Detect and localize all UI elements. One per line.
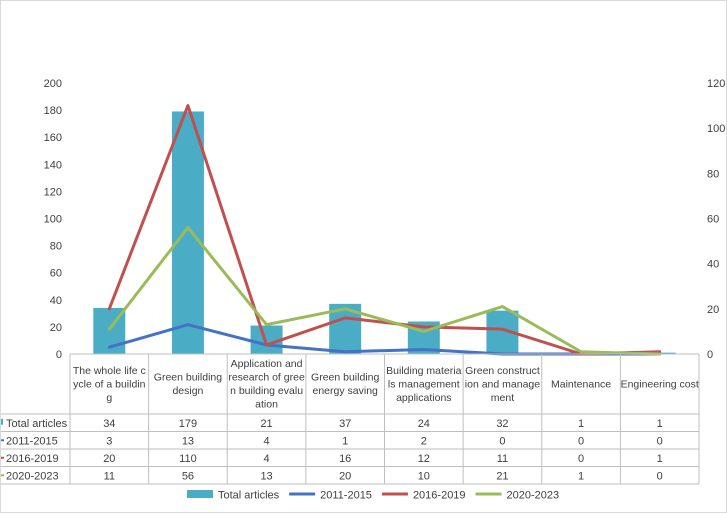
table-cell-value: 34: [103, 418, 115, 430]
table-cell-value: 110: [179, 453, 197, 465]
table-cell-value: 1: [578, 418, 584, 430]
table-cell-value: 32: [496, 418, 508, 430]
table-cell-value: 0: [578, 453, 584, 465]
category-label: Green construct: [465, 365, 540, 377]
category-label: Building materia: [386, 365, 461, 377]
table-cell-value: 16: [339, 453, 351, 465]
series-line: [107, 104, 662, 356]
right-axis-tick-label: 120: [707, 78, 725, 90]
category-label: design: [172, 385, 203, 397]
bar: [171, 111, 204, 354]
category-label: Maintenance: [551, 378, 611, 390]
row-header-label: Total articles: [6, 418, 68, 430]
category-label: n building evalu: [230, 385, 303, 397]
left-axis-tick-label: 120: [44, 186, 62, 198]
table-cell-value: 2: [421, 435, 427, 447]
left-axis-tick-label: 60: [50, 268, 62, 280]
left-axis-tick-label: 20: [50, 322, 62, 334]
series-line: [107, 226, 662, 356]
right-axis-tick-label: 0: [707, 349, 713, 361]
table-cell-value: 1: [342, 435, 348, 447]
table-cell-value: 4: [264, 435, 270, 447]
left-axis-tick-label: 140: [44, 159, 62, 171]
category-label: ion and manage: [465, 378, 540, 390]
category-label: ation: [255, 399, 278, 411]
category-label: The whole life c: [73, 365, 146, 377]
table-cell-value: 13: [260, 470, 272, 482]
category-label: research of gree: [228, 372, 305, 384]
legend-label: 2011-2015: [320, 490, 372, 502]
left-axis-tick-label: 160: [44, 132, 62, 144]
category-label: ycle of a buildin: [73, 378, 146, 390]
table-cell-value: 20: [103, 453, 115, 465]
left-axis-tick-label: 80: [50, 241, 62, 253]
table-cell-value: 4: [264, 453, 270, 465]
table-cell-value: 0: [499, 435, 505, 447]
table-cell-value: 24: [418, 418, 430, 430]
category-label: Engineering cost: [621, 378, 699, 390]
left-axis-tick-label: 180: [44, 105, 62, 117]
table-cell-value: 21: [496, 470, 508, 482]
legend-label: 2020-2023: [507, 490, 560, 502]
legend-key: [187, 490, 213, 498]
table-cell-value: 1: [657, 418, 663, 430]
legend-label: 2016-2019: [413, 490, 466, 502]
table-cell-value: 3: [106, 435, 112, 447]
right-axis-tick-label: 20: [707, 304, 719, 316]
table-cell-value: 0: [578, 435, 584, 447]
table-cell-value: 10: [418, 470, 430, 482]
row-header-label: 2020-2023: [6, 470, 59, 482]
category-label: g: [106, 392, 112, 404]
table-cell-value: 0: [657, 470, 663, 482]
table-cell-value: 1: [657, 453, 663, 465]
category-label: Green building: [311, 372, 379, 384]
legend-label: Total articles: [218, 490, 280, 502]
table-cell-value: 1: [578, 470, 584, 482]
left-axis-tick-label: 0: [56, 349, 62, 361]
left-axis-tick-label: 200: [44, 78, 62, 90]
left-axis-tick-label: 40: [50, 295, 62, 307]
category-label: energy saving: [313, 385, 379, 397]
category-label: Application and: [231, 358, 303, 370]
table-cell-value: 56: [182, 470, 194, 482]
category-label: Green building: [154, 372, 222, 384]
table-cell-value: 12: [418, 453, 430, 465]
table-cell-value: 13: [182, 435, 194, 447]
table-cell-value: 11: [497, 453, 508, 465]
right-axis-tick-label: 60: [707, 214, 719, 226]
table-cell-value: 11: [104, 470, 115, 482]
right-axis-tick-label: 80: [707, 168, 719, 180]
row-header-label: 2016-2019: [6, 453, 59, 465]
table-cell-value: 37: [339, 418, 351, 430]
row-legend-key: [0, 418, 3, 425]
category-label: ment: [491, 392, 514, 404]
table-cell-value: 21: [260, 418, 272, 430]
category-label: applications: [396, 392, 451, 404]
table-cell-value: 179: [179, 418, 197, 430]
table-cell-value: 20: [339, 470, 351, 482]
right-axis-tick-label: 40: [707, 259, 719, 271]
row-header-label: 2011-2015: [6, 435, 58, 447]
category-label: ls management: [388, 378, 460, 390]
table-cell-value: 0: [657, 435, 663, 447]
right-axis-tick-label: 100: [707, 123, 725, 135]
left-axis-tick-label: 100: [44, 214, 62, 226]
